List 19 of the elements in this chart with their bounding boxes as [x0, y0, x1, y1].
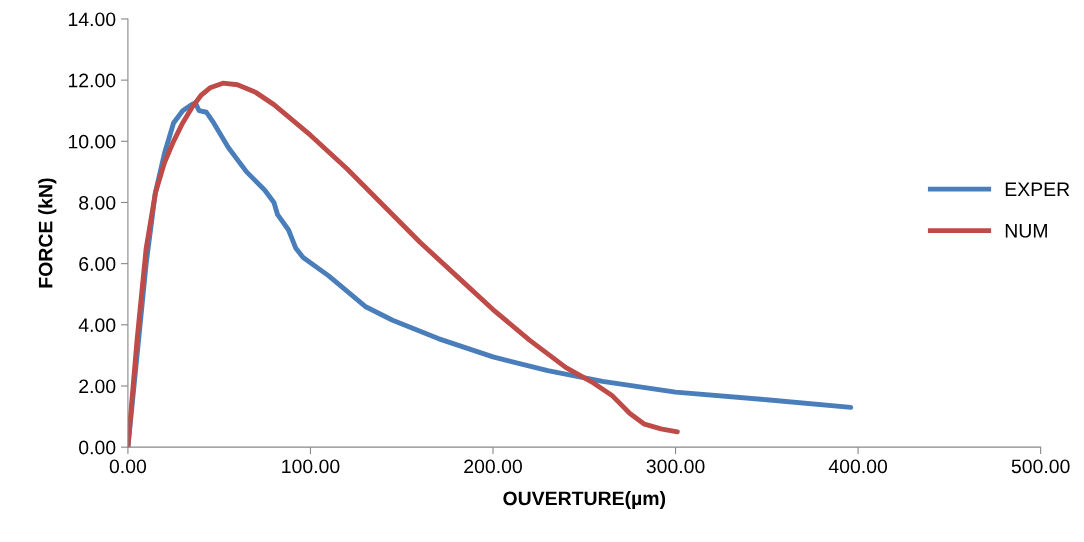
x-tick-label: 300.00 — [646, 459, 705, 474]
x-tick-label: 200.00 — [464, 459, 522, 474]
y-tick-label: 14.00 — [68, 12, 116, 27]
line-series — [127, 80, 680, 448]
x-tick-label: 400.00 — [828, 459, 888, 474]
y-tick-label: 0.00 — [79, 440, 116, 455]
y-tick-label: 10.00 — [68, 134, 116, 149]
x-axis-title: OUVERTURE(µm) — [503, 490, 666, 510]
x-tick-label: 0.00 — [109, 459, 147, 474]
legend-label: NUM — [1005, 224, 1047, 238]
x-tick-label: 100.00 — [282, 459, 340, 474]
x-tick-label: 500.00 — [1011, 459, 1070, 474]
y-tick-label: 6.00 — [79, 257, 116, 271]
legend-label: EXPER — [1005, 182, 1070, 196]
y-tick-label: 12.00 — [68, 73, 116, 88]
y-tick-label: 8.00 — [79, 195, 116, 210]
y-tick-label: 2.00 — [79, 379, 116, 394]
y-tick-label: 4.00 — [78, 318, 116, 333]
y-axis-title: FORCE (kN) — [38, 178, 57, 288]
